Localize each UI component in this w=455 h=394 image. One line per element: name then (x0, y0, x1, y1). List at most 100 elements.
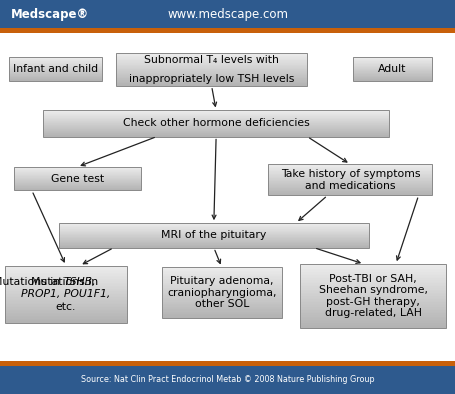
Bar (353, 79, 432, 80)
Bar (43, 127, 389, 128)
Bar (116, 81, 307, 82)
Bar (9, 69, 102, 70)
Bar (116, 66, 307, 67)
Bar (300, 318, 446, 320)
Bar (300, 272, 446, 273)
Bar (353, 70, 432, 71)
Bar (162, 281, 282, 282)
Text: inappropriately low TSH levels: inappropriately low TSH levels (129, 74, 294, 84)
Bar (162, 267, 282, 318)
Bar (300, 282, 446, 283)
Bar (268, 186, 432, 187)
Bar (116, 73, 307, 74)
Bar (59, 240, 369, 241)
Bar (162, 289, 282, 290)
Bar (59, 236, 369, 237)
Bar (59, 227, 369, 228)
Bar (268, 189, 432, 190)
Bar (5, 322, 127, 323)
Bar (14, 187, 141, 188)
Bar (14, 186, 141, 187)
Bar (353, 65, 432, 66)
Bar (268, 169, 432, 170)
Bar (116, 62, 307, 63)
Bar (14, 174, 141, 175)
Bar (43, 128, 389, 129)
Bar (162, 276, 282, 277)
Bar (59, 244, 369, 245)
Bar (116, 74, 307, 75)
Bar (5, 309, 127, 310)
Bar (116, 78, 307, 79)
Bar (268, 193, 432, 194)
Bar (43, 122, 389, 123)
Text: Gene test: Gene test (51, 174, 104, 184)
Bar (5, 274, 127, 276)
Bar (162, 285, 282, 286)
Text: Take history of symptoms
and medications: Take history of symptoms and medications (281, 169, 420, 191)
Bar (116, 55, 307, 56)
Text: Mutations in: Mutations in (30, 277, 101, 287)
Bar (9, 62, 102, 63)
Text: MRI of the pituitary: MRI of the pituitary (161, 230, 267, 240)
Bar (5, 293, 127, 294)
Bar (116, 83, 307, 84)
Bar (5, 299, 127, 300)
Bar (268, 190, 432, 191)
Bar (268, 175, 432, 176)
Bar (268, 177, 432, 178)
Text: Mutations in: Mutations in (0, 277, 64, 287)
Bar (353, 64, 432, 65)
Bar (14, 169, 141, 170)
Bar (300, 273, 446, 275)
Bar (14, 176, 141, 177)
Bar (300, 307, 446, 309)
Bar (353, 75, 432, 76)
Bar (116, 54, 307, 55)
Bar (5, 273, 127, 274)
Bar (5, 319, 127, 320)
Bar (300, 301, 446, 302)
Bar (116, 58, 307, 59)
Bar (162, 290, 282, 292)
Bar (162, 293, 282, 294)
Bar (14, 167, 141, 190)
Bar (353, 71, 432, 72)
Bar (59, 242, 369, 243)
Bar (268, 165, 432, 166)
Bar (59, 232, 369, 233)
Bar (162, 282, 282, 284)
Bar (300, 285, 446, 286)
Bar (162, 279, 282, 280)
Bar (353, 61, 432, 62)
Bar (43, 130, 389, 131)
Bar (300, 325, 446, 326)
Bar (5, 307, 127, 309)
Bar (116, 77, 307, 78)
Bar (300, 277, 446, 279)
Bar (353, 76, 432, 77)
Text: Subnormal T₄ levels with: Subnormal T₄ levels with (144, 55, 279, 65)
Bar (300, 309, 446, 310)
Bar (59, 233, 369, 234)
Bar (300, 283, 446, 285)
Bar (59, 223, 369, 248)
Bar (9, 67, 102, 68)
Bar (300, 317, 446, 318)
Bar (43, 131, 389, 132)
Bar (162, 286, 282, 288)
Bar (14, 188, 141, 189)
Bar (14, 181, 141, 182)
Bar (300, 269, 446, 270)
Bar (5, 316, 127, 317)
Bar (14, 170, 141, 171)
Bar (162, 314, 282, 316)
Bar (116, 53, 307, 86)
Bar (268, 181, 432, 182)
Bar (268, 173, 432, 174)
Bar (43, 123, 389, 124)
Bar (162, 269, 282, 270)
Bar (9, 64, 102, 65)
Bar (14, 168, 141, 169)
Bar (116, 56, 307, 57)
